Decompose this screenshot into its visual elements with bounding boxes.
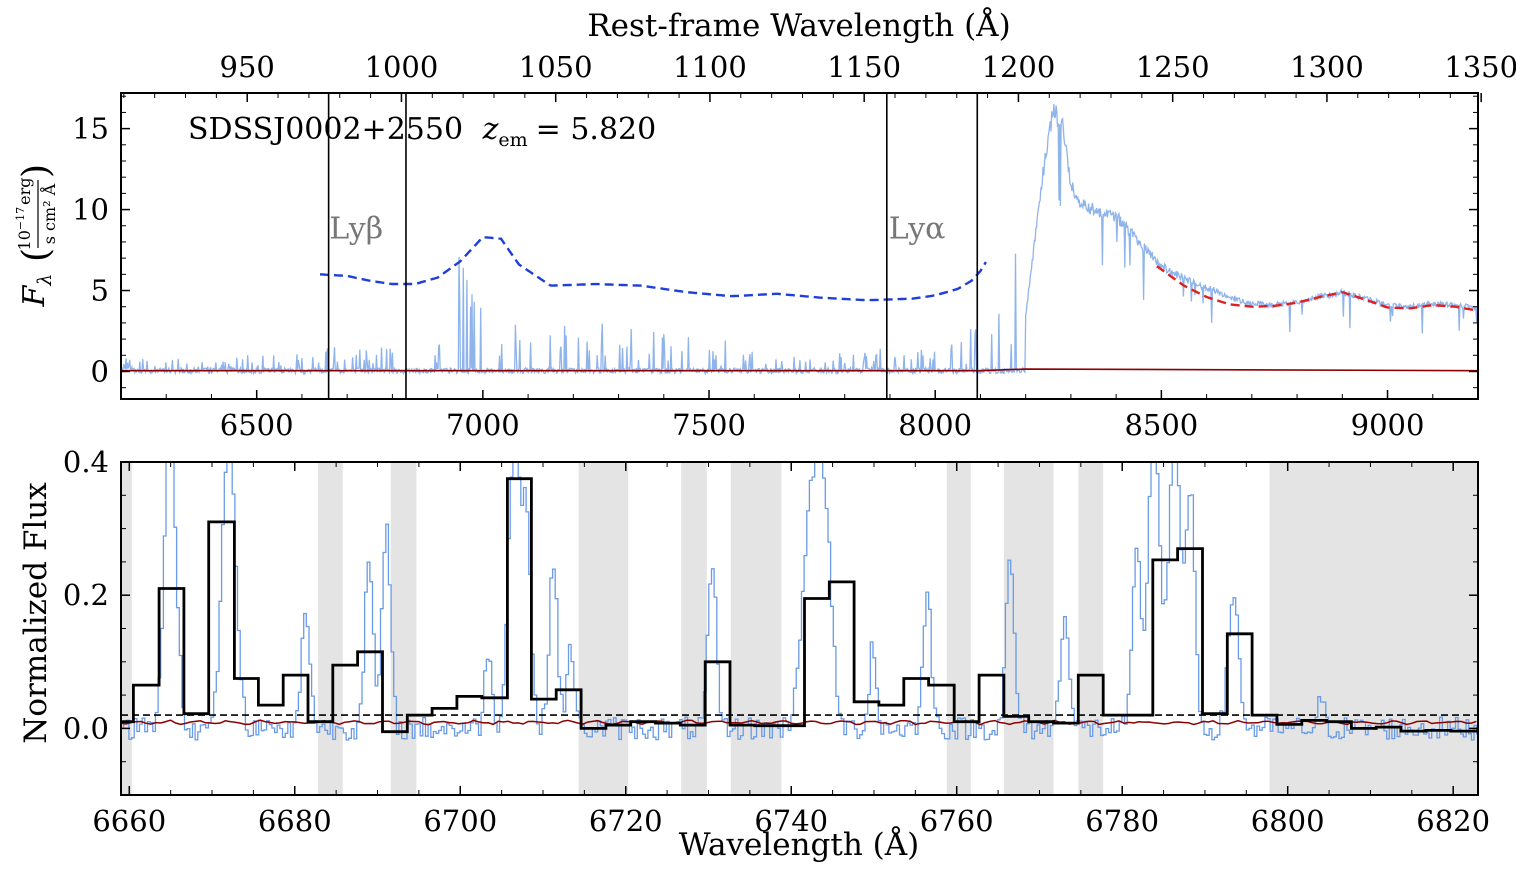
top-y-axis-title: Fλ ( 10−17erg s cm² Å ): [14, 164, 59, 307]
y-tick-label: 0.0: [63, 711, 109, 745]
x-tick-label: 8000: [898, 408, 972, 442]
x-tick-label: 8500: [1124, 408, 1198, 442]
svg-text:(: (: [16, 248, 57, 262]
masked-region: [390, 462, 417, 795]
y-tick-label: 0.4: [63, 445, 109, 479]
error-series: [121, 368, 1478, 372]
bottom-x-axis-title: Wavelength (Å): [679, 825, 919, 863]
svg-text:): ): [16, 164, 57, 178]
x-tick-label: 6780: [1085, 804, 1159, 838]
masked-region: [730, 462, 782, 795]
masked-region: [317, 462, 343, 795]
y-tick-label: 10: [72, 193, 109, 227]
x-tick-label: 6680: [258, 804, 332, 838]
top-axis-title: Rest-frame Wavelength (Å): [587, 6, 1010, 44]
zoom-error-series: [121, 719, 1477, 726]
x-tick-label: 6800: [1251, 804, 1325, 838]
top-x-tick-label: 1000: [365, 50, 439, 84]
x-tick-label: 7500: [672, 408, 746, 442]
y-tick-label: 0.2: [63, 578, 109, 612]
top-x-tick-label: 1300: [1290, 50, 1364, 84]
continuum-red-series: [1156, 265, 1478, 312]
top-x-tick-label: 1050: [519, 50, 593, 84]
bottom-y-axis-title: Normalized Flux: [18, 482, 54, 744]
svg-text:s cm² Å: s cm² Å: [39, 183, 59, 244]
top-x-tick-label: 1200: [982, 50, 1056, 84]
x-tick-label: 6500: [220, 408, 294, 442]
top-x-tick-label: 1100: [673, 50, 747, 84]
x-tick-label: 6760: [920, 804, 994, 838]
masked-region: [946, 462, 971, 795]
line-label: Lyβ: [329, 212, 383, 247]
masked-region: [578, 462, 629, 795]
y-tick-label: 15: [72, 112, 109, 146]
y-tick-label: 5: [91, 274, 109, 308]
quasar-annotation: SDSSJ0002+2550 zem = 5.820: [188, 112, 656, 151]
binned-flux-series: [121, 477, 1478, 734]
masked-region: [1003, 462, 1054, 795]
continuum-blue-series: [319, 235, 987, 302]
top-panel-ticks: 6500 7000 7500 8000 8500 9000 0 5 10 15 950 1000 105…: [72, 50, 1516, 442]
x-tick-label: 6660: [92, 804, 166, 838]
top-x-tick-label: 950: [220, 50, 275, 84]
x-tick-label: 6720: [589, 804, 663, 838]
top-x-tick-label: 1350: [1444, 50, 1516, 84]
x-tick-label: 9000: [1351, 408, 1425, 442]
bottom-panel-ticks: 6660 6680 6700 6720 6740 6760 6780 6800 6820 0.0 0…: [63, 445, 1490, 838]
masked-region: [1269, 462, 1478, 795]
top-panel: Lyβ Lyα 6500 7000 7500 8000 8500 9000 0 5 10 15 950…: [14, 6, 1516, 442]
x-tick-label: 7000: [446, 408, 520, 442]
masked-region: [1078, 462, 1104, 795]
masked-region: [681, 462, 707, 795]
bottom-panel: 6660 6680 6700 6720 6740 6760 6780 6800 6820 0.0 0…: [18, 445, 1490, 863]
svg-text:10−17erg: 10−17erg: [14, 178, 34, 251]
x-tick-label: 6740: [754, 804, 828, 838]
y-tick-label: 0: [91, 354, 109, 388]
top-x-tick-label: 1250: [1136, 50, 1210, 84]
x-tick-label: 6820: [1416, 804, 1490, 838]
x-tick-label: 6700: [423, 804, 497, 838]
zoom-flux-series: [121, 462, 1478, 741]
top-x-tick-label: 1150: [827, 50, 901, 84]
svg-text:Fλ: Fλ: [17, 274, 56, 308]
line-label: Lyα: [889, 212, 946, 247]
masked-region: [121, 462, 132, 795]
